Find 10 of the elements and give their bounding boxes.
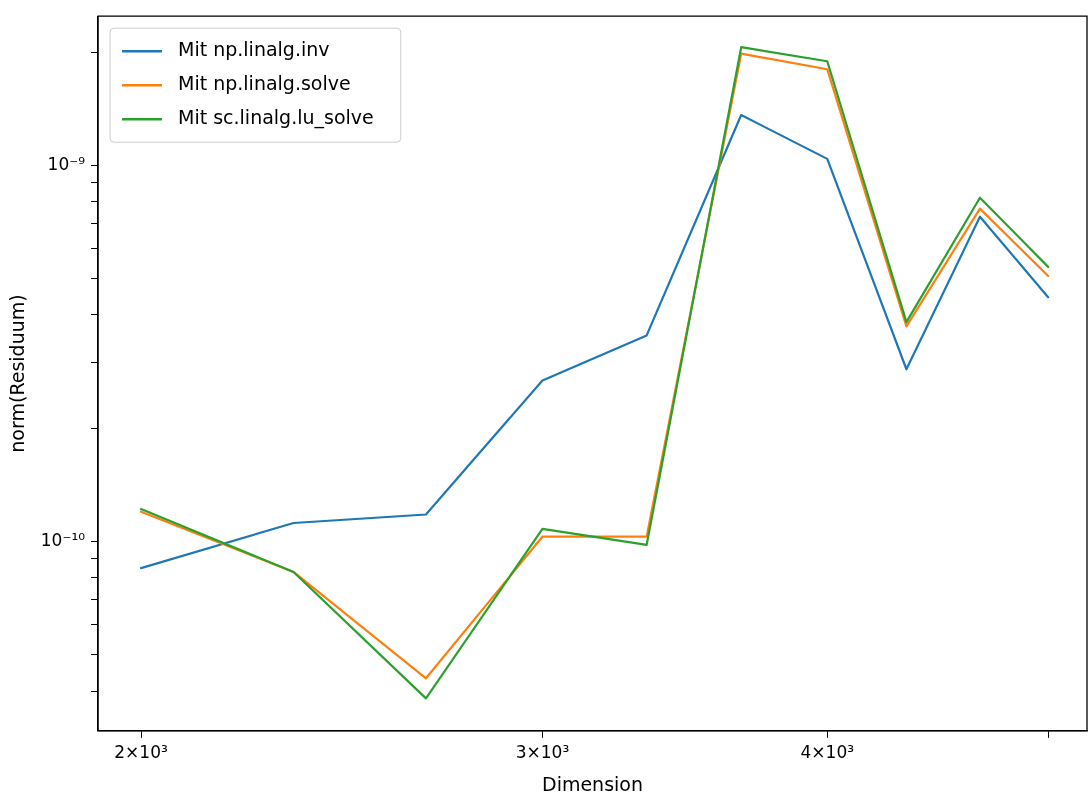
x-tick-label: 4×10³ xyxy=(800,742,855,763)
x-tick-label: 2×10³ xyxy=(114,742,168,763)
y-tick-label: 10⁻⁹ xyxy=(47,153,86,174)
legend-label: Mit np.linalg.inv xyxy=(178,38,330,61)
x-axis-title: Dimension xyxy=(542,772,644,795)
legend-label: Mit np.linalg.solve xyxy=(178,72,351,95)
x-tick-label: 3×10³ xyxy=(515,742,570,763)
y-axis-title: norm(Residuum) xyxy=(6,294,29,453)
y-tick-label: 10⁻¹⁰ xyxy=(40,529,86,550)
legend-label: Mit sc.linalg.lu_solve xyxy=(178,106,374,130)
